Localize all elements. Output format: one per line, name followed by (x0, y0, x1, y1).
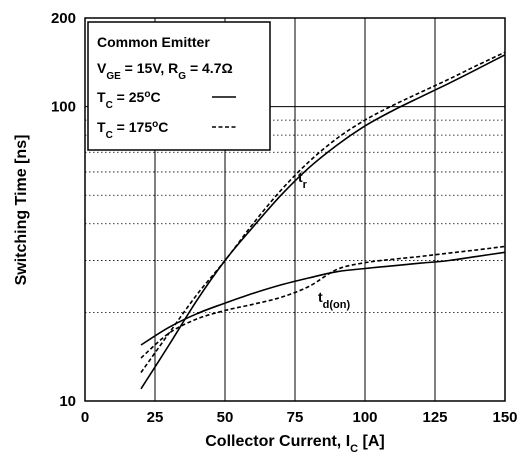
y-axis-label: Switching Time [ns] (13, 135, 30, 286)
series-tdon-25C (140, 251, 506, 346)
x-tick-label: 150 (492, 409, 517, 426)
series-tr-175C (140, 51, 506, 373)
legend: Common Emitter VGE = 15V, RG = 4.7Ω TC = 2… (97, 34, 236, 141)
legend-entry-2: TC = 175oC (97, 119, 168, 141)
x-axis-label: Collector Current, IC [A] (205, 433, 385, 455)
legend-line-1: Common Emitter (97, 34, 210, 50)
y-tick-label: 200 (51, 10, 76, 27)
x-tick-labels: 0 25 50 75 100 125 150 (81, 409, 518, 426)
legend-box (87, 21, 271, 151)
x-tick-label: 125 (422, 409, 447, 426)
x-tick-label: 100 (352, 409, 377, 426)
y-tick-label: 100 (51, 99, 76, 116)
series-tdon-175C (140, 245, 506, 359)
legend-entry-1: TC = 25oC (97, 89, 161, 111)
y-tick-labels: 10 100 200 (51, 10, 76, 410)
data-curves (140, 51, 506, 390)
y-tick-label: 10 (59, 393, 76, 410)
curve-label-tr: tr (298, 169, 308, 191)
plot-frame (84, 17, 506, 402)
x-tick-label: 75 (287, 409, 304, 426)
curve-label-tdon: td(on) (318, 289, 350, 311)
legend-line-2: VGE = 15V, RG = 4.7Ω (97, 60, 233, 82)
x-tick-label: 50 (217, 409, 234, 426)
series-tr-25C (140, 54, 506, 390)
x-tick-label: 25 (147, 409, 164, 426)
x-tick-label: 0 (81, 409, 89, 426)
curve-labels: tr td(on) (298, 169, 350, 311)
